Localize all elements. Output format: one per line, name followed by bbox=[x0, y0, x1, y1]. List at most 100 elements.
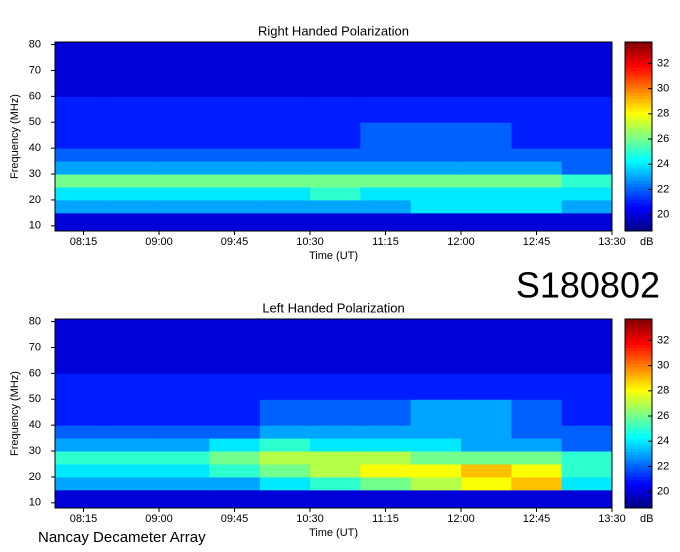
colorbar-swatch bbox=[625, 92, 652, 97]
heatmap-cell bbox=[310, 212, 361, 232]
heatmap-cell bbox=[108, 476, 160, 491]
colorbar-swatch bbox=[625, 57, 652, 62]
heatmap-cell bbox=[561, 199, 613, 214]
heatmap-cell bbox=[410, 199, 462, 214]
heatmap-cell bbox=[410, 373, 462, 400]
heatmap-cell bbox=[461, 438, 512, 452]
colorbar-swatch bbox=[625, 337, 652, 342]
colorbar-swatch bbox=[625, 463, 652, 468]
colorbar-tick-label: 28 bbox=[657, 385, 669, 397]
heatmap-cell bbox=[259, 425, 311, 439]
heatmap-cell bbox=[108, 186, 160, 201]
heatmap-cell bbox=[209, 70, 261, 97]
heatmap-cell bbox=[561, 451, 613, 465]
heatmap-cell bbox=[259, 42, 311, 71]
colorbar-swatch bbox=[625, 130, 652, 134]
heatmap-cell bbox=[259, 489, 311, 509]
heatmap-cell bbox=[410, 212, 462, 232]
heatmap-cell bbox=[159, 174, 210, 188]
colorbar-swatch bbox=[625, 328, 652, 333]
x-tick-label: 12:45 bbox=[523, 513, 551, 525]
heatmap-cell bbox=[461, 476, 512, 491]
heatmap-cell bbox=[159, 319, 210, 348]
colorbar-swatch bbox=[625, 161, 652, 166]
colorbar-swatch bbox=[625, 127, 652, 131]
colorbar-swatch bbox=[625, 501, 652, 506]
colorbar-swatch bbox=[625, 152, 652, 156]
colorbar-tick-label: 26 bbox=[657, 133, 669, 145]
heatmap-cell bbox=[310, 42, 361, 71]
colorbar-swatch bbox=[625, 183, 652, 188]
colorbar-swatch bbox=[625, 489, 652, 493]
colorbar-swatch bbox=[625, 215, 652, 219]
heatmap-cell bbox=[259, 399, 311, 426]
heatmap-cell bbox=[259, 186, 311, 201]
heatmap-cell bbox=[108, 70, 160, 97]
heatmap-cell bbox=[55, 161, 110, 175]
colorbar-tick-label: 20 bbox=[657, 486, 669, 498]
heatmap-cell bbox=[259, 70, 311, 97]
heatmap-cell bbox=[55, 399, 110, 426]
y-tick-label: 10 bbox=[29, 497, 41, 509]
colorbar-swatch bbox=[625, 422, 652, 427]
heatmap-cell bbox=[410, 451, 462, 465]
heatmap-cell bbox=[159, 476, 210, 491]
heatmap-cell bbox=[209, 186, 261, 201]
colorbar-tick-label: 22 bbox=[657, 460, 669, 472]
heatmap-cell bbox=[159, 347, 210, 374]
heatmap-cell bbox=[511, 451, 563, 465]
colorbar-swatch bbox=[625, 495, 652, 500]
colorbar-swatch bbox=[625, 476, 652, 481]
heatmap-cell bbox=[108, 425, 160, 439]
heatmap-cell bbox=[108, 319, 160, 348]
colorbar-swatch bbox=[625, 404, 652, 408]
heatmap-cell bbox=[209, 489, 261, 509]
colorbar-swatch bbox=[625, 369, 652, 374]
heatmap-cell bbox=[360, 373, 412, 400]
colorbar-frame bbox=[624, 41, 653, 232]
heatmap-cell bbox=[310, 489, 361, 509]
heatmap-cell bbox=[511, 161, 563, 175]
colorbar-swatch bbox=[625, 467, 652, 471]
footer: Nancay Decameter Array bbox=[38, 529, 206, 546]
colorbar-swatch bbox=[625, 331, 652, 336]
heatmap-cell bbox=[209, 425, 261, 439]
heatmap-cell bbox=[511, 347, 563, 374]
colorbar-swatch bbox=[625, 363, 652, 367]
heatmap-cell bbox=[108, 199, 160, 214]
y-tick-label: 60 bbox=[29, 367, 41, 379]
heatmap-cell bbox=[511, 373, 563, 400]
colorbar-swatch bbox=[625, 105, 652, 109]
heatmap-cell bbox=[511, 489, 563, 509]
colorbar-swatch bbox=[625, 42, 652, 46]
heatmap-cell bbox=[108, 212, 160, 232]
x-tick-label: 10:30 bbox=[296, 513, 324, 525]
heatmap-cell bbox=[360, 319, 412, 348]
heatmap-cell bbox=[259, 199, 311, 214]
colorbar-swatch bbox=[625, 322, 652, 326]
colorbar-swatch bbox=[625, 344, 652, 348]
colorbar-swatch bbox=[625, 177, 652, 182]
plot-frame bbox=[54, 41, 613, 232]
colorbar-swatch bbox=[625, 196, 652, 200]
heatmap-cell bbox=[159, 199, 210, 214]
heatmap-cell bbox=[360, 199, 412, 214]
heatmap-cell bbox=[461, 489, 512, 509]
colorbar-tick-label: 32 bbox=[657, 334, 669, 346]
heatmap-cell bbox=[511, 186, 563, 201]
chart-title: Right Handed Polarization bbox=[258, 23, 409, 38]
heatmap-cell bbox=[511, 122, 563, 149]
heatmap-cell bbox=[310, 199, 361, 214]
heatmap-cell bbox=[159, 161, 210, 175]
x-tick-label: 12:45 bbox=[523, 236, 551, 248]
colorbar-swatch bbox=[625, 54, 652, 59]
y-tick-label: 60 bbox=[29, 90, 41, 102]
x-tick-label: 09:00 bbox=[145, 236, 173, 248]
colorbar-tick-label: 22 bbox=[657, 183, 669, 195]
colorbar-swatch bbox=[625, 120, 652, 125]
heatmap-cell bbox=[55, 373, 110, 400]
colorbar-swatch bbox=[625, 485, 652, 490]
heatmap-cell bbox=[461, 451, 512, 465]
heatmap-cell bbox=[410, 425, 462, 439]
heatmap-cell bbox=[209, 199, 261, 214]
